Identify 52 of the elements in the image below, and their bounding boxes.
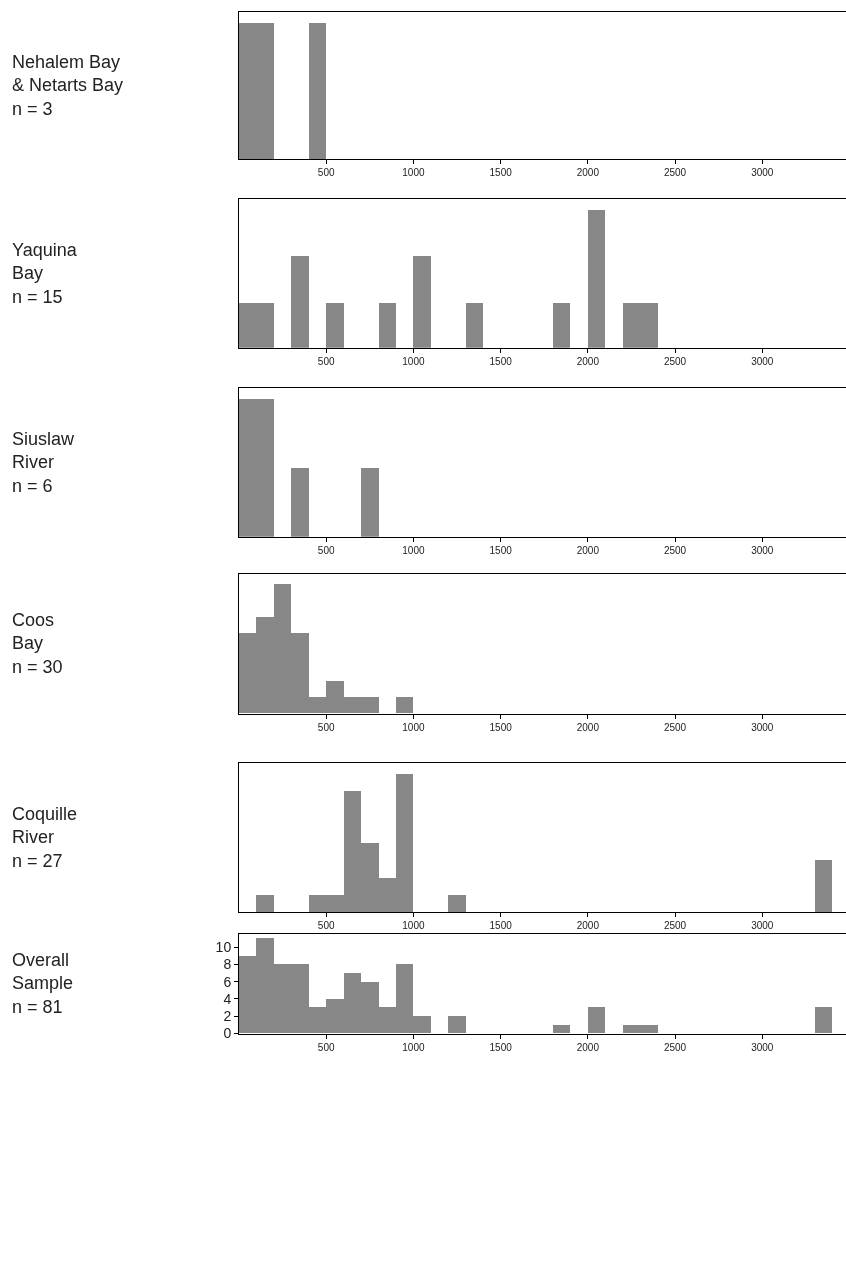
x-tick-label: 3000 [751,920,774,932]
y-tick-label: 0 [223,1025,232,1042]
x-tick-label: 1500 [489,167,513,178]
x-tick-label: 500 [317,544,335,556]
y-axis-title: Yaquina Bay n = 15 [12,240,78,307]
x-tick-label: 1000 [402,355,425,367]
x-tick-label: 1000 [402,920,425,932]
x-tick-label: 2500 [663,355,687,367]
x-tick-label: 1500 [489,544,513,556]
x-tick-label: 2500 [663,920,687,932]
x-tick-label: 1500 [489,920,513,932]
x-tick-label: 3000 [751,1041,774,1053]
y-axis-title: Overall Sample n = 81 [12,950,74,1017]
x-tick-label: 1000 [402,167,425,178]
x-tick-label: 2500 [663,721,687,733]
x-tick-label: 2500 [663,1041,687,1053]
y-tick-label: 4 [223,990,232,1007]
y-tick-label: 2 [223,1008,232,1025]
x-tick-label: 2000 [576,721,600,733]
x-tick-label: 1500 [489,355,513,367]
x-tick-label: 2500 [663,167,687,178]
y-axis-title: Siuslaw River n = 6 [12,429,76,496]
bar [256,895,274,913]
x-tick-label: 2000 [576,167,600,178]
x-tick-label: 500 [317,167,335,178]
x-tick-label: 500 [317,721,335,733]
x-tick-label: 2000 [576,1041,600,1053]
y-tick-label: 8 [223,956,232,973]
x-tick-label: 3000 [751,167,774,178]
x-tick-label: 1500 [489,721,513,733]
x-tick-label: 2500 [663,544,687,556]
x-tick-label: 500 [317,1041,335,1053]
x-tick-label: 3000 [751,721,774,733]
bar [815,860,832,913]
bar [448,895,466,913]
y-axis-title: Nehalem Bay & Netarts Bay n = 3 [12,52,124,119]
x-tick-label: 3000 [751,355,774,367]
x-tick-label: 1000 [402,1041,425,1053]
y-tick-label: 6 [223,973,232,990]
y-axis-title: Coos Bay n = 30 [12,610,63,677]
x-tick-label: 1500 [489,1041,513,1053]
x-tick-label: 2000 [576,920,600,932]
bar [396,697,413,714]
x-tick-label: 500 [317,920,335,932]
x-tick-label: 2000 [576,544,600,556]
x-tick-label: 2000 [576,355,600,367]
x-tick-label: 3000 [751,544,774,556]
x-tick-label: 1000 [402,721,425,733]
y-tick-label: 10 [215,938,232,955]
x-tick-label: 500 [317,355,335,367]
x-tick-label: 1000 [402,544,425,556]
y-axis-title: Coquille River n = 27 [12,804,78,871]
